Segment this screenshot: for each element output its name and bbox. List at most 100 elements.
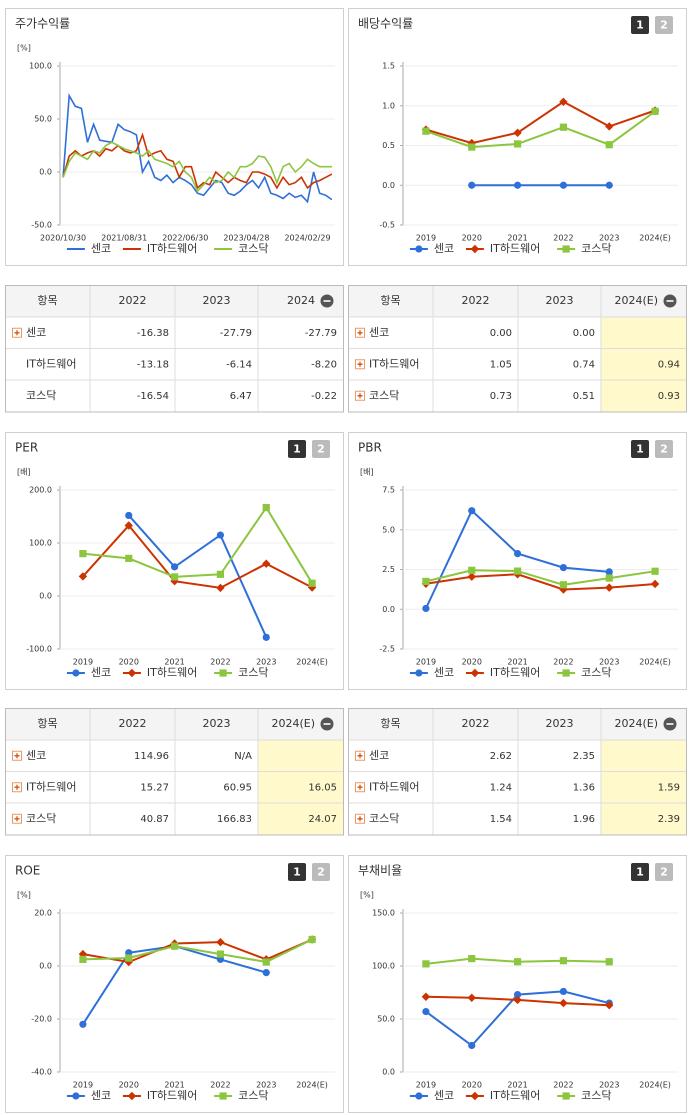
- data-point: [513, 567, 522, 575]
- data-point: [170, 563, 179, 571]
- legend-label: 센코: [91, 242, 111, 255]
- y-tick-label: 100.0: [29, 539, 52, 548]
- data-point: [125, 554, 133, 562]
- legend-label: IT하드웨어: [147, 1088, 197, 1102]
- data-point: [605, 568, 613, 576]
- table-cell: 114.96: [134, 751, 169, 762]
- highlight-column: [258, 740, 343, 835]
- table-cell: -13.18: [137, 359, 169, 370]
- y-tick-label: 100.0: [29, 62, 52, 71]
- x-tick-label: 2024(E): [639, 658, 671, 667]
- y-tick-label: -20.0: [31, 1015, 52, 1024]
- table-header: 항목: [37, 717, 57, 730]
- tab-button[interactable]: [288, 863, 306, 881]
- tab-button[interactable]: [288, 440, 306, 458]
- chart-title: PER: [15, 441, 38, 455]
- legend-marker: [470, 1091, 480, 1101]
- tab-label[interactable]: 2: [317, 866, 325, 879]
- row-name: IT하드웨어: [26, 779, 76, 793]
- chart-title: 부채비율: [358, 864, 402, 878]
- data-point: [79, 955, 87, 963]
- expand-icon-plus: [14, 784, 20, 790]
- y-tick-label: 0.0: [382, 1068, 395, 1077]
- tab-button[interactable]: [631, 863, 649, 881]
- chart-panel: [5, 855, 344, 1113]
- tab-label[interactable]: 1: [293, 866, 301, 879]
- tab-button[interactable]: [631, 16, 649, 34]
- tab-label[interactable]: 2: [317, 443, 325, 456]
- tab-label[interactable]: 1: [636, 866, 644, 879]
- table-cell: -6.14: [226, 359, 252, 370]
- data-point: [605, 181, 613, 189]
- tab-button[interactable]: [312, 863, 330, 881]
- data-point: [559, 563, 568, 572]
- series-line: [82, 938, 313, 964]
- legend-label: 센코: [434, 242, 454, 255]
- x-tick-label: 2023: [599, 1081, 619, 1090]
- chart-panel: [5, 8, 344, 266]
- tab-label[interactable]: 1: [636, 443, 644, 456]
- chart-panel: [348, 8, 687, 266]
- x-tick-label: 2021: [507, 1081, 527, 1090]
- data-point: [605, 122, 614, 131]
- legend-marker: [470, 244, 480, 254]
- legend-label: 센코: [91, 666, 111, 679]
- table-cell: 0.00: [490, 328, 512, 339]
- tab-button[interactable]: [655, 16, 673, 34]
- row-name: 센코: [26, 326, 46, 339]
- data-point: [422, 127, 430, 135]
- data-point: [468, 181, 476, 189]
- x-tick-label: 2020: [462, 1081, 482, 1090]
- tab-label[interactable]: 2: [660, 19, 668, 32]
- highlight-column: [601, 740, 686, 835]
- y-tick-label: 0.0: [39, 962, 52, 971]
- data-point: [262, 958, 270, 966]
- table-cell: -16.54: [137, 391, 169, 402]
- x-tick-label: 2021: [164, 1081, 184, 1090]
- legend-marker: [415, 245, 423, 253]
- expand-icon-plus: [357, 784, 363, 790]
- legend-marker: [219, 1092, 227, 1100]
- data-point: [513, 181, 522, 189]
- tab-button[interactable]: [655, 440, 673, 458]
- series-line: [82, 505, 313, 584]
- tab-label[interactable]: 1: [636, 19, 644, 32]
- x-tick-label: 2019: [416, 1081, 436, 1090]
- series-line: [62, 93, 333, 204]
- table-header: 2023: [203, 294, 231, 307]
- data-point: [468, 954, 476, 963]
- legend-label: IT하드웨어: [147, 665, 197, 679]
- legend-marker: [72, 1092, 80, 1100]
- table-cell: 0.93: [658, 391, 680, 402]
- series-line: [82, 523, 313, 589]
- tab-button[interactable]: [631, 440, 649, 458]
- legend-label: 센코: [434, 666, 454, 679]
- table-header: 항목: [380, 717, 400, 730]
- tab-label[interactable]: 2: [660, 866, 668, 879]
- data-point: [216, 583, 225, 593]
- tab-label[interactable]: 2: [660, 443, 668, 456]
- data-point: [513, 550, 522, 558]
- data-point: [559, 957, 568, 965]
- legend-marker: [72, 669, 80, 677]
- row-name: 코스닥: [369, 812, 399, 825]
- data-point: [262, 633, 270, 641]
- tab-label[interactable]: 1: [293, 443, 301, 456]
- tab-button[interactable]: [655, 863, 673, 881]
- legend-label: IT하드웨어: [147, 241, 197, 255]
- y-tick-label: 0.0: [39, 168, 52, 177]
- legend-marker: [127, 1091, 137, 1101]
- series-line: [425, 100, 656, 145]
- data-point: [422, 1007, 430, 1016]
- table-border: [348, 285, 687, 413]
- table-cell: -27.79: [305, 328, 337, 339]
- table-cell: 1.05: [490, 359, 512, 370]
- series-line: [82, 938, 313, 964]
- data-point: [124, 521, 133, 530]
- x-tick-label: 2021: [164, 658, 184, 667]
- y-tick-label: 50.0: [377, 1015, 395, 1024]
- legend-label: IT하드웨어: [490, 665, 540, 679]
- data-point: [468, 566, 476, 574]
- tab-button[interactable]: [312, 440, 330, 458]
- y-tick-label: -0.5: [379, 221, 395, 230]
